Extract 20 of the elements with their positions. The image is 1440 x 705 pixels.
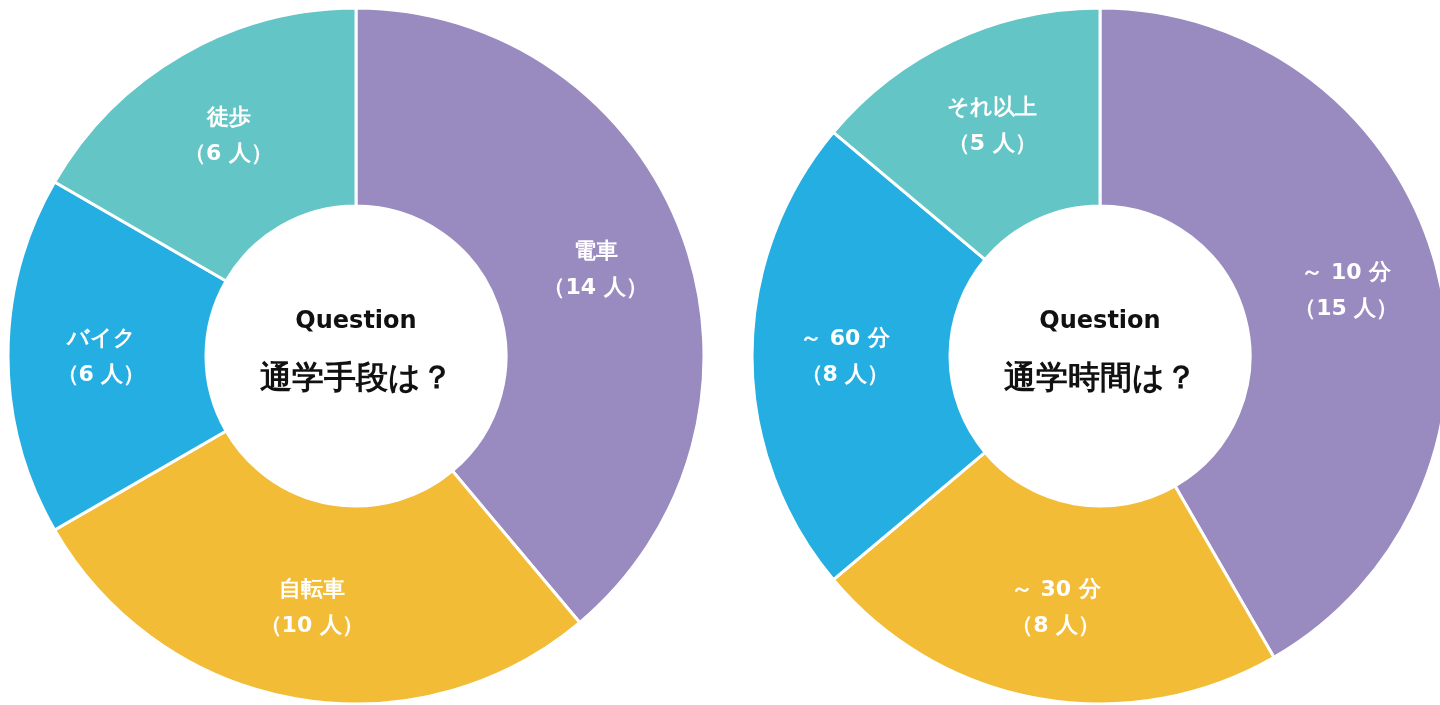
data-label: （14 人） bbox=[543, 273, 648, 299]
data-label: （10 人） bbox=[259, 612, 364, 638]
text: Question bbox=[1039, 306, 1161, 334]
slice-label: ～ 60 分 bbox=[800, 325, 891, 350]
slice-label: 徒歩 bbox=[205, 104, 251, 130]
slice-label: ～ 10 分 bbox=[1301, 259, 1393, 284]
slice-label: 自転車 bbox=[278, 576, 345, 602]
data-label: （8 人） bbox=[1011, 612, 1101, 638]
slice-label: ～ 30 分 bbox=[1010, 576, 1102, 602]
slice-label: それ以上 bbox=[947, 93, 1038, 119]
slice-label: バイク bbox=[64, 325, 136, 350]
data-label: （6 人） bbox=[184, 140, 273, 166]
data-label: （15 人） bbox=[1294, 295, 1399, 320]
text: 通学手段は？ bbox=[259, 358, 453, 396]
data-label: （6 人） bbox=[56, 361, 146, 386]
slice-label: 電車 bbox=[573, 237, 618, 263]
data-label: （8 人） bbox=[800, 361, 890, 386]
text: 通学時間は？ bbox=[1003, 358, 1197, 396]
data-label: （5 人） bbox=[947, 129, 1037, 155]
text: Question bbox=[295, 306, 417, 334]
